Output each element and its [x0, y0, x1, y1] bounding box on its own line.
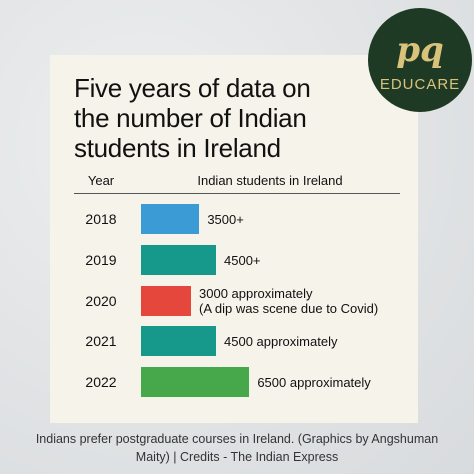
y-tick-label: 2022: [85, 374, 117, 391]
card: Five years of data on the number of Indi…: [50, 55, 418, 423]
value-label: 3000 approximately (A dip was scene due …: [199, 285, 379, 316]
value-label: 4500 approximately: [224, 333, 338, 349]
value-label: 3500+: [207, 211, 244, 227]
y-tick-label: 2018: [85, 211, 117, 228]
bar: [141, 204, 200, 235]
header-rule: [74, 193, 400, 194]
bar: [141, 285, 191, 316]
logo: pq EDUCARE: [368, 8, 472, 112]
value-label: 6500 approximately: [257, 374, 371, 390]
column-header: Year: [87, 173, 115, 188]
chart-title: Five years of data on the number of Indi…: [74, 73, 311, 163]
logo-text: EDUCARE: [379, 76, 461, 93]
column-header: Indian students in Ireland: [197, 173, 343, 188]
bar: [141, 245, 216, 276]
bar: [141, 367, 250, 398]
value-label: 4500+: [224, 252, 261, 268]
y-tick-label: 2021: [85, 333, 117, 350]
caption: Indians prefer postgraduate courses in I…: [35, 432, 439, 464]
y-tick-label: 2019: [85, 252, 117, 269]
y-tick-label: 2020: [85, 292, 117, 309]
logo-mark: pq: [396, 30, 444, 70]
bar: [141, 326, 216, 357]
